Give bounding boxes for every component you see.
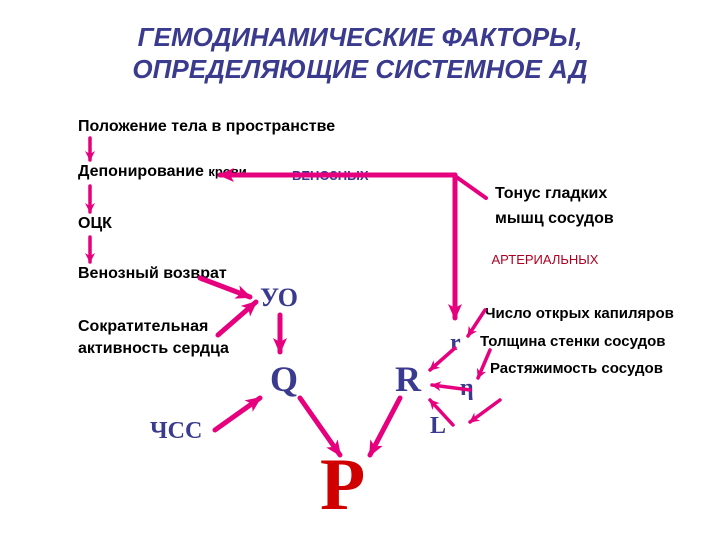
arrows-layer [0, 0, 720, 540]
diagram-stage: ГЕМОДИНАМИЧЕСКИЕ ФАКТОРЫ, ОПРЕДЕЛЯЮЩИЕ С… [0, 0, 720, 540]
